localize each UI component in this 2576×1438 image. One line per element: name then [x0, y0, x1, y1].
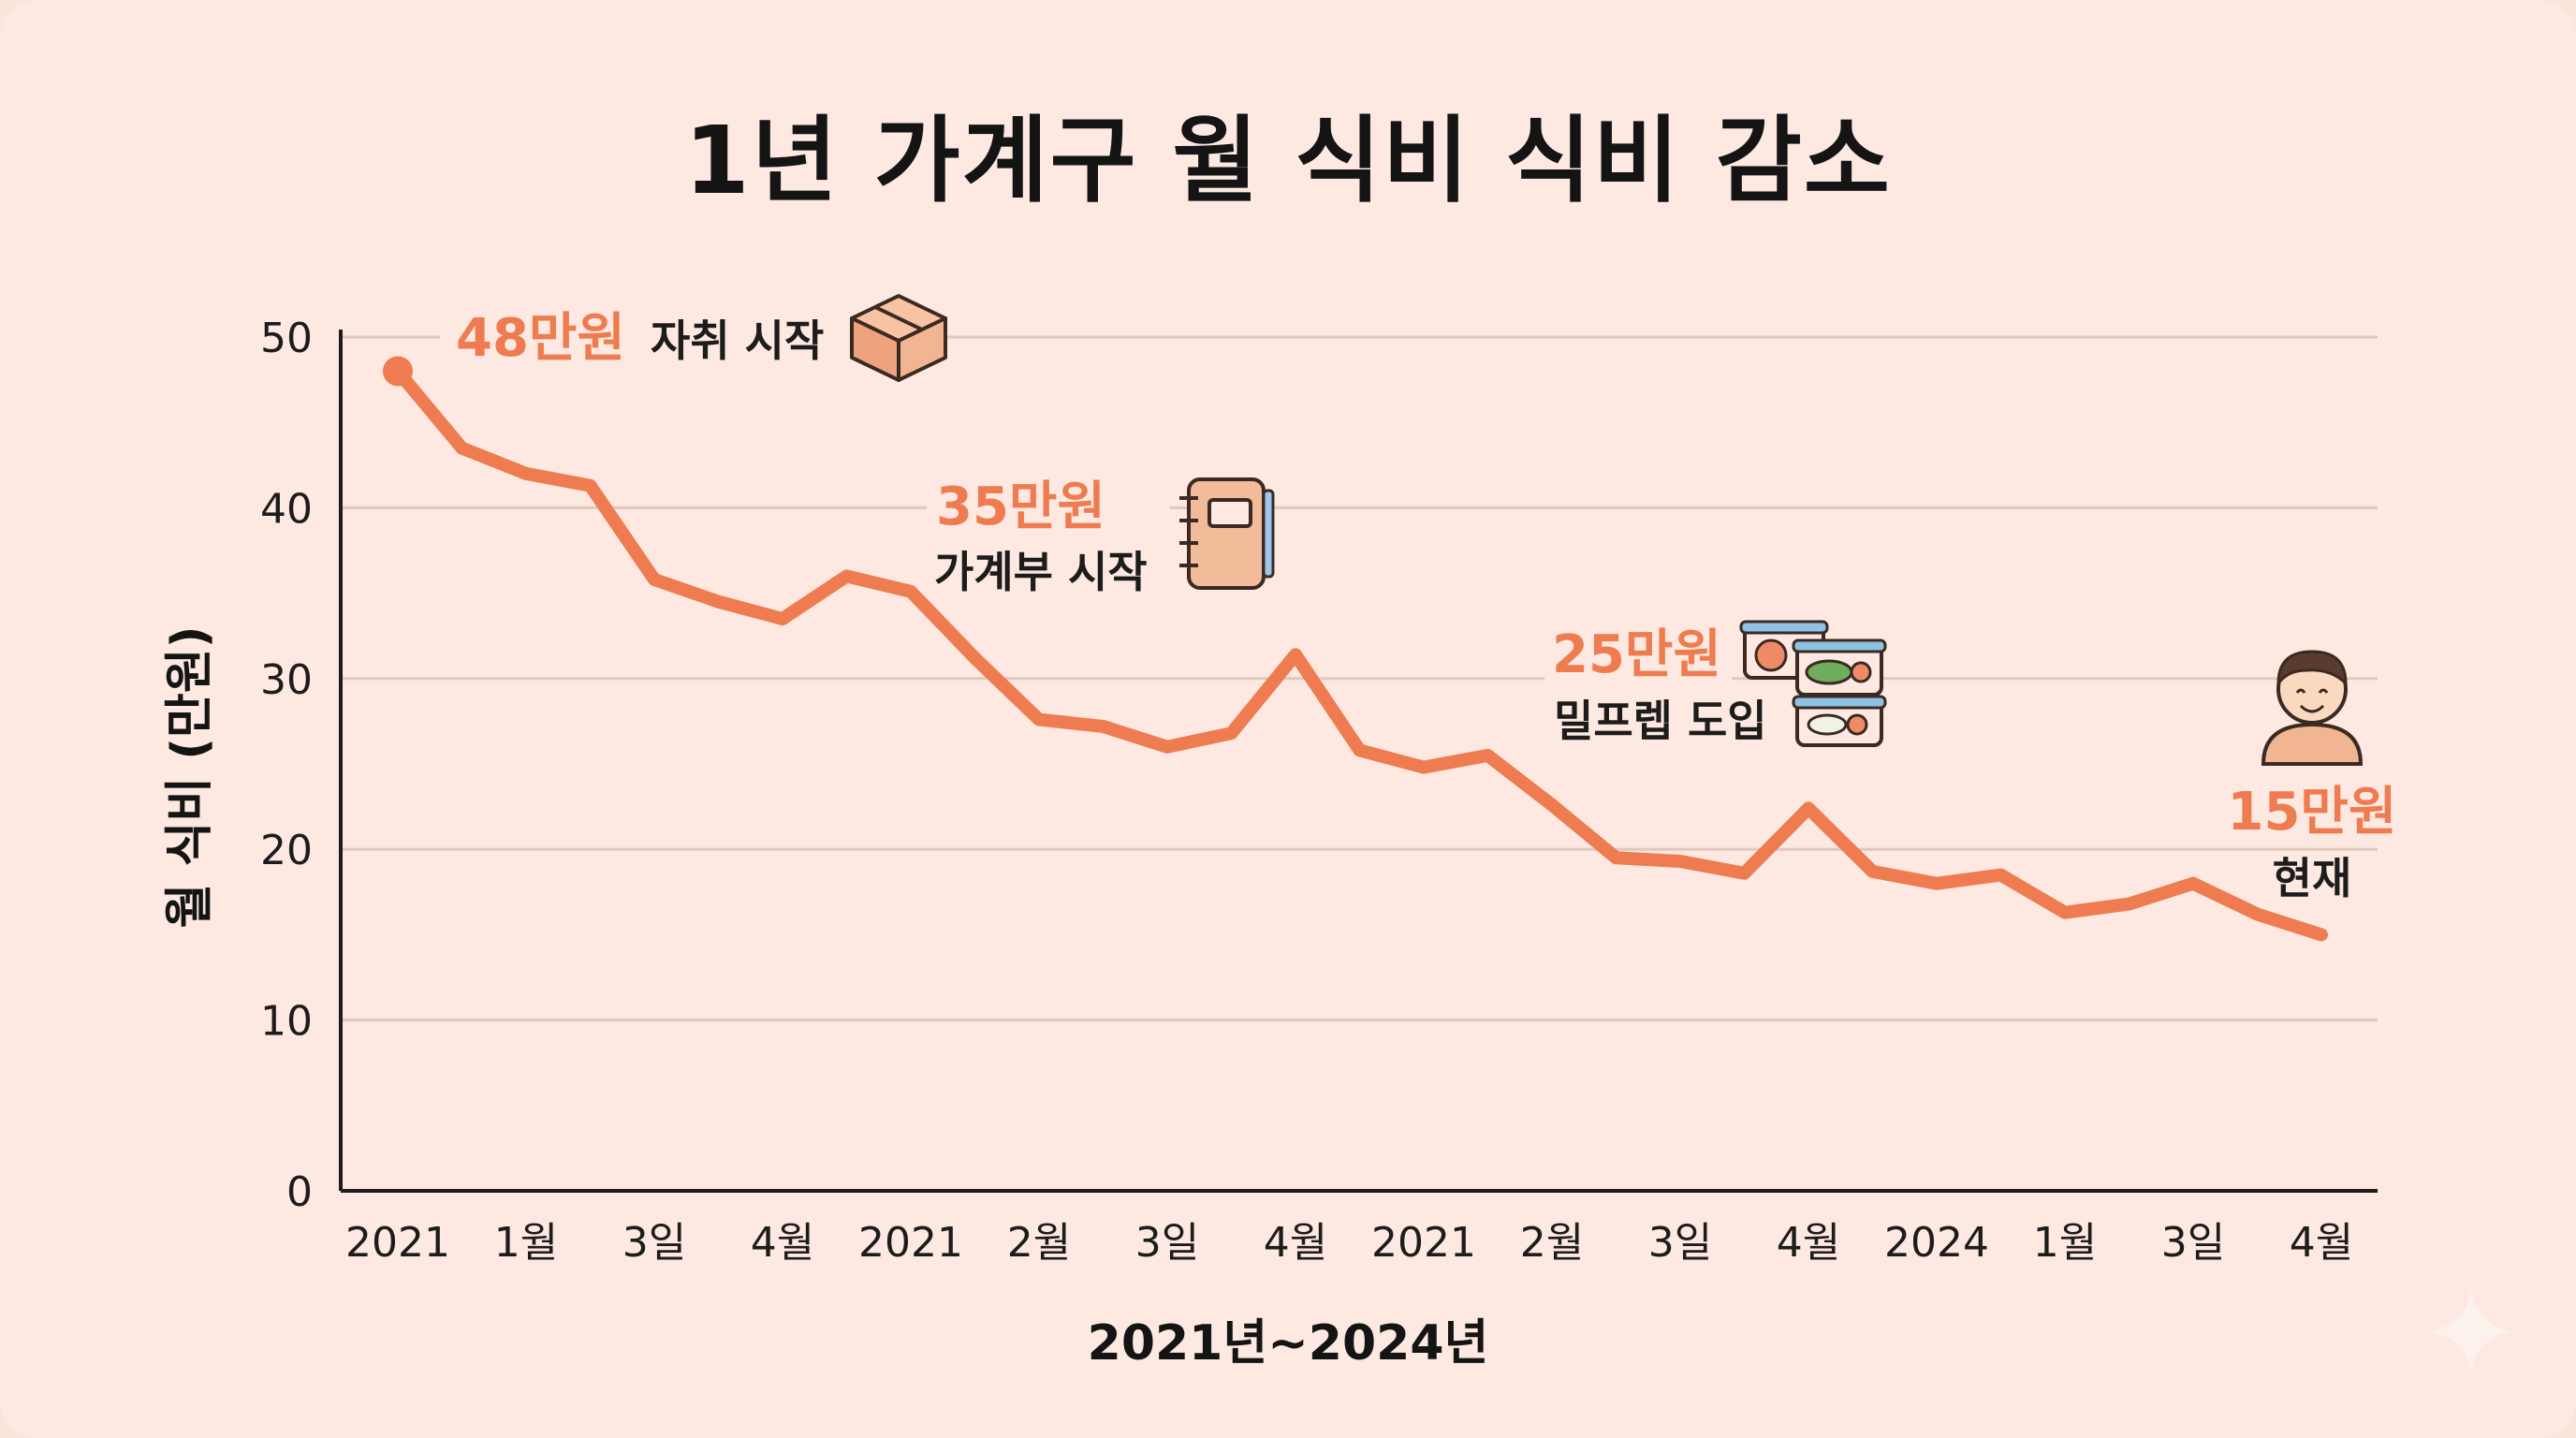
x-tick-label: 1월	[2033, 1219, 2097, 1267]
annotation-label: 자취 시작	[651, 315, 824, 366]
x-tick-label: 2021	[858, 1219, 963, 1267]
x-tick-label: 2021	[1371, 1219, 1476, 1267]
y-axis-title: 월 식비 (만원)	[162, 626, 218, 929]
annotation-value: 15만원	[2228, 782, 2397, 843]
x-tick-label: 2월	[1520, 1219, 1584, 1267]
y-tick-label: 30	[260, 656, 313, 704]
annotation-value: 35만원	[936, 477, 1105, 537]
notebook-icon	[1179, 477, 1275, 590]
person-icon	[2261, 650, 2364, 766]
x-tick-label: 1월	[494, 1219, 558, 1267]
annotation-start: 48만원 자취 시작	[440, 294, 947, 382]
annotation-value: 25만원	[1552, 624, 1721, 685]
gridlines	[341, 335, 2378, 1022]
annotation-current: 15만원 현재	[2226, 650, 2398, 903]
y-tick-label: 20	[260, 827, 313, 874]
y-tick-labels: 0 10 20 30 40 50	[260, 315, 313, 1216]
y-tick-label: 50	[260, 315, 313, 362]
x-tick-label: 3일	[1648, 1219, 1712, 1267]
x-tick-label: 4월	[751, 1219, 814, 1267]
annotation-value: 48만원	[456, 308, 625, 369]
sparkle-icon	[2430, 1290, 2512, 1372]
annotation-label: 밀프렙 도입	[1554, 696, 1767, 746]
x-tick-label: 2021	[345, 1219, 450, 1267]
x-tick-label: 2월	[1007, 1219, 1071, 1267]
box-icon	[850, 294, 947, 382]
annotation-budget-book: 35만원 가계부 시작	[927, 468, 1275, 603]
y-tick-label: 40	[260, 485, 313, 533]
x-tick-label: 2024	[1884, 1219, 1989, 1267]
y-tick-label: 0	[286, 1168, 313, 1216]
data-point-start	[383, 356, 413, 387]
series-line	[391, 364, 2328, 942]
x-tick-label: 3일	[2161, 1219, 2225, 1267]
x-tick-label: 3일	[1135, 1219, 1199, 1267]
chart-title: 1년 가계구 월 식비 식비 감소	[684, 106, 1892, 215]
x-tick-label: 4월	[1264, 1219, 1327, 1267]
x-axis-title: 2021년~2024년	[1088, 1315, 1489, 1372]
x-tick-label: 3일	[622, 1219, 686, 1267]
annotation-label: 현재	[2273, 853, 2352, 903]
y-tick-label: 10	[260, 998, 313, 1046]
meal-container-icon	[1739, 620, 1887, 747]
x-tick-label: 4월	[1777, 1219, 1840, 1267]
annotation-label: 가계부 시작	[934, 547, 1148, 597]
x-tick-label: 4월	[2290, 1219, 2353, 1267]
x-tick-labels: 2021 1월 3일 4월 2021 2월 3일 4월 2021 2월 3일 4월 2024 1월 3일 4월	[345, 1219, 2353, 1267]
annotation-meal-prep: 25만원 밀프렙 도입	[1544, 620, 1887, 753]
